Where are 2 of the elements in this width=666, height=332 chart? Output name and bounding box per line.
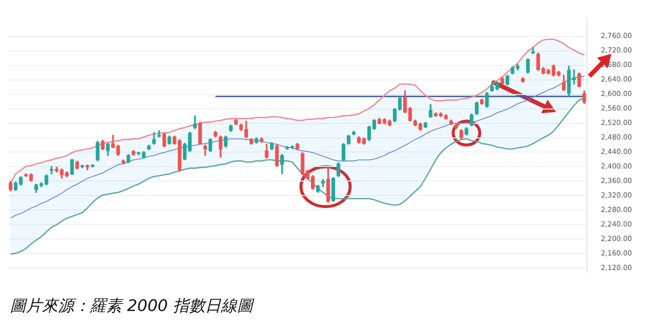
text: 圖片來源：羅素 2000 指數日線圖 <box>10 296 253 317</box>
candlestick <box>50 166 54 174</box>
